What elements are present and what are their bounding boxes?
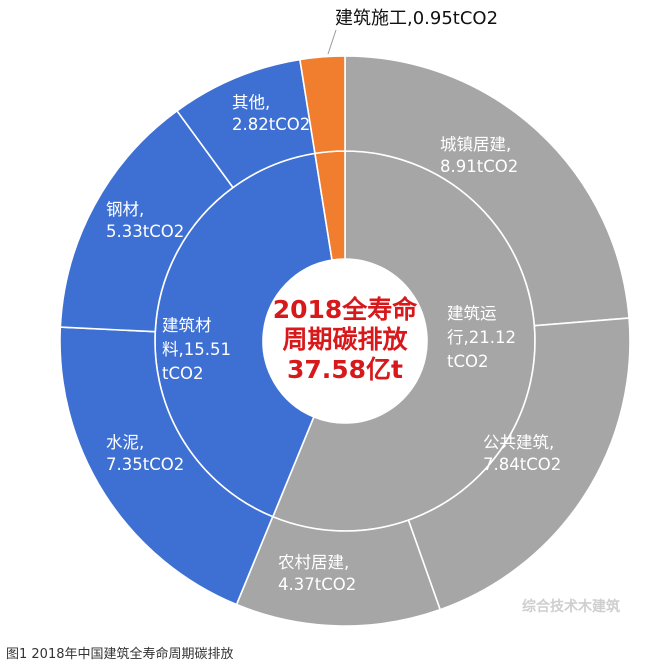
center-label: 2018全寿命周期碳排放 37.58亿t [273,295,419,384]
outer-label-2: 农村居建, 4.37tCO2 [278,553,356,594]
inner-label-1: 建筑材料,15.51 tCO2 [162,316,231,383]
leader-line [327,29,337,55]
outer-ring-slice-1 [407,317,631,611]
donut-center-hole [263,259,427,423]
outer-label-3: 水泥, 7.35tCO2 [106,433,184,474]
watermark-text: 综合技术木建筑 [522,599,620,615]
outer-label-1: 公共建筑, 7.84tCO2 [483,433,561,474]
inner-label-0: 建筑运行,21.12 tCO2 [447,304,516,371]
outer-ring-slice-0 [344,55,630,327]
outer-label-0: 城镇居建, 8.91tCO2 [440,135,518,176]
outer-label-6: 建筑施工,0.95tCO2 [335,8,498,29]
outer-label-4: 钢材, 5.33tCO2 [106,200,184,241]
outer-label-5: 其他, 2.82tCO2 [232,93,310,134]
figure-caption: 图1 2018年中国建筑全寿命周期碳排放 [6,647,234,662]
outer-ring-slice-6 [298,55,346,155]
